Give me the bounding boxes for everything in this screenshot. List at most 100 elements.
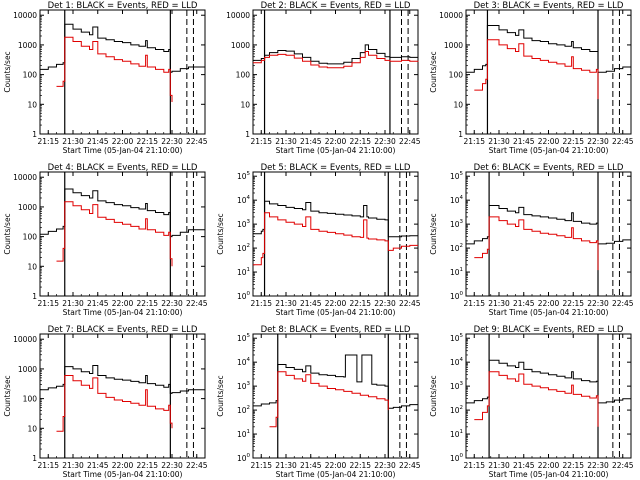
x-tick-label: 21:15 — [463, 461, 485, 470]
x-axis-label: Start Time (05-Jan-04 21:10:00) — [489, 308, 609, 317]
y-tick-label: 100 — [450, 453, 464, 463]
x-tick-label: 21:30 — [488, 461, 510, 470]
x-tick-label: 21:45 — [513, 137, 535, 146]
x-tick-label: 22:15 — [136, 461, 158, 470]
plot-frame — [252, 9, 419, 135]
panel-det-1: Det 1: BLACK = Events, RED = LLD 1 10 100 10… — [3, 1, 208, 155]
lld-line — [474, 371, 599, 427]
x-tick-label: 21:15 — [250, 299, 272, 308]
x-axis-label: Start Time (05-Jan-04 21:10:00) — [63, 308, 183, 317]
x-tick-label: 21:45 — [300, 461, 322, 470]
y-tick-label: 104 — [237, 357, 251, 367]
x-tick-label: 22:15 — [136, 299, 158, 308]
x-tick-label: 22:30 — [587, 299, 609, 308]
y-tick-label: 1000 — [18, 365, 37, 374]
y-tick-label: 105 — [450, 333, 464, 343]
y-axis-label: Counts/sec — [429, 213, 438, 254]
y-tick-label: 1000 — [18, 41, 37, 50]
x-tick-label: 22:00 — [538, 461, 560, 470]
y-tick-label: 103 — [450, 219, 464, 229]
y-tick-label: 1 — [245, 130, 250, 139]
y-tick-label: 100 — [23, 71, 38, 80]
lld-line — [474, 216, 599, 271]
x-tick-label: 22:45 — [186, 461, 208, 470]
x-tick-label: 22:00 — [325, 461, 347, 470]
x-tick-label: 22:45 — [399, 137, 421, 146]
y-tick-label: 100 — [236, 71, 251, 80]
lld-line — [474, 39, 599, 100]
events-line — [466, 359, 631, 404]
y-tick-label: 100 — [449, 71, 464, 80]
panel-title: Det 2: BLACK = Events, RED = LLD — [261, 1, 411, 11]
y-tick-label: 104 — [450, 195, 464, 205]
x-tick-label: 22:30 — [587, 137, 609, 146]
panel-det-3: Det 3: BLACK = Events, RED = LLD 1 10 100 10… — [429, 1, 634, 155]
x-tick-label: 21:15 — [250, 137, 272, 146]
x-tick-label: 21:45 — [513, 299, 535, 308]
y-tick-label: 103 — [450, 381, 464, 391]
panel-det-2: Det 2: BLACK = Events, RED = LLD 1 10 100 10… — [226, 1, 421, 155]
panel-det-8: Det 8: BLACK = Events, RED = LLD 100 101 10… — [216, 325, 421, 479]
panel-title: Det 9: BLACK = Events, RED = LLD — [474, 325, 624, 335]
y-tick-label: 105 — [450, 171, 464, 181]
y-tick-label: 100 — [237, 291, 251, 301]
x-tick-label: 22:15 — [562, 461, 584, 470]
x-tick-label: 22:30 — [374, 137, 396, 146]
x-axis-label: Start Time (05-Jan-04 21:10:00) — [489, 470, 609, 479]
events-line — [466, 205, 632, 245]
y-tick-label: 10000 — [13, 335, 37, 344]
x-tick-label: 22:00 — [325, 299, 347, 308]
x-tick-label: 21:45 — [513, 461, 535, 470]
panel-det-5: Det 5: BLACK = Events, RED = LLD 100 101 10… — [216, 163, 421, 317]
panel-title: Det 4: BLACK = Events, RED = LLD — [48, 163, 198, 173]
x-tick-label: 22:00 — [538, 299, 560, 308]
x-tick-label: 22:15 — [136, 137, 158, 146]
lld-line — [253, 51, 419, 69]
x-tick-label: 21:30 — [488, 299, 510, 308]
y-tick-label: 101 — [237, 267, 250, 277]
panel-det-7: Det 7: BLACK = Events, RED = LLD 1 10 100 10… — [3, 325, 208, 479]
y-tick-label: 101 — [237, 429, 250, 439]
x-axis-label: Start Time (05-Jan-04 21:10:00) — [63, 470, 183, 479]
y-tick-label: 10000 — [13, 173, 37, 182]
y-tick-label: 1 — [32, 130, 37, 139]
y-tick-label: 104 — [237, 195, 251, 205]
x-tick-label: 22:15 — [349, 299, 371, 308]
y-tick-label: 102 — [450, 405, 463, 415]
y-axis-label: Counts/sec — [216, 213, 225, 254]
y-tick-label: 100 — [237, 453, 251, 463]
panel-title: Det 7: BLACK = Events, RED = LLD — [48, 325, 198, 335]
x-tick-label: 22:15 — [349, 137, 371, 146]
x-tick-label: 21:15 — [37, 137, 59, 146]
x-axis-label: Start Time (05-Jan-04 21:10:00) — [489, 146, 609, 155]
events-line — [253, 354, 419, 409]
y-tick-label: 10000 — [439, 11, 463, 20]
panel-det-4: Det 4: BLACK = Events, RED = LLD 1 10 100 10… — [3, 163, 208, 317]
x-tick-label: 21:45 — [87, 137, 109, 146]
x-tick-label: 22:00 — [538, 137, 560, 146]
x-tick-label: 21:15 — [463, 299, 485, 308]
y-tick-label: 103 — [237, 381, 251, 391]
events-line — [40, 365, 205, 394]
x-tick-label: 21:30 — [62, 137, 84, 146]
x-tick-label: 22:30 — [161, 299, 183, 308]
y-axis-label: Counts/sec — [429, 51, 438, 92]
y-axis-label: Counts/sec — [3, 375, 12, 416]
events-line — [253, 44, 419, 65]
y-tick-label: 105 — [237, 171, 251, 181]
x-tick-label: 22:45 — [186, 299, 208, 308]
y-tick-label: 10 — [240, 100, 250, 109]
x-axis-label: Start Time (05-Jan-04 21:10:00) — [276, 308, 396, 317]
x-tick-label: 21:30 — [275, 137, 297, 146]
panel-det-9: Det 9: BLACK = Events, RED = LLD 100 101 10… — [429, 325, 634, 479]
x-tick-label: 21:30 — [62, 299, 84, 308]
y-tick-label: 1 — [32, 454, 37, 463]
y-tick-label: 1000 — [231, 41, 250, 50]
x-axis-label: Start Time (05-Jan-04 21:10:00) — [276, 470, 396, 479]
panel-title: Det 8: BLACK = Events, RED = LLD — [261, 325, 411, 335]
x-axis-label: Start Time (05-Jan-04 21:10:00) — [276, 146, 396, 155]
y-tick-label: 102 — [450, 243, 463, 253]
lld-line — [269, 371, 389, 428]
y-tick-label: 101 — [450, 429, 463, 439]
